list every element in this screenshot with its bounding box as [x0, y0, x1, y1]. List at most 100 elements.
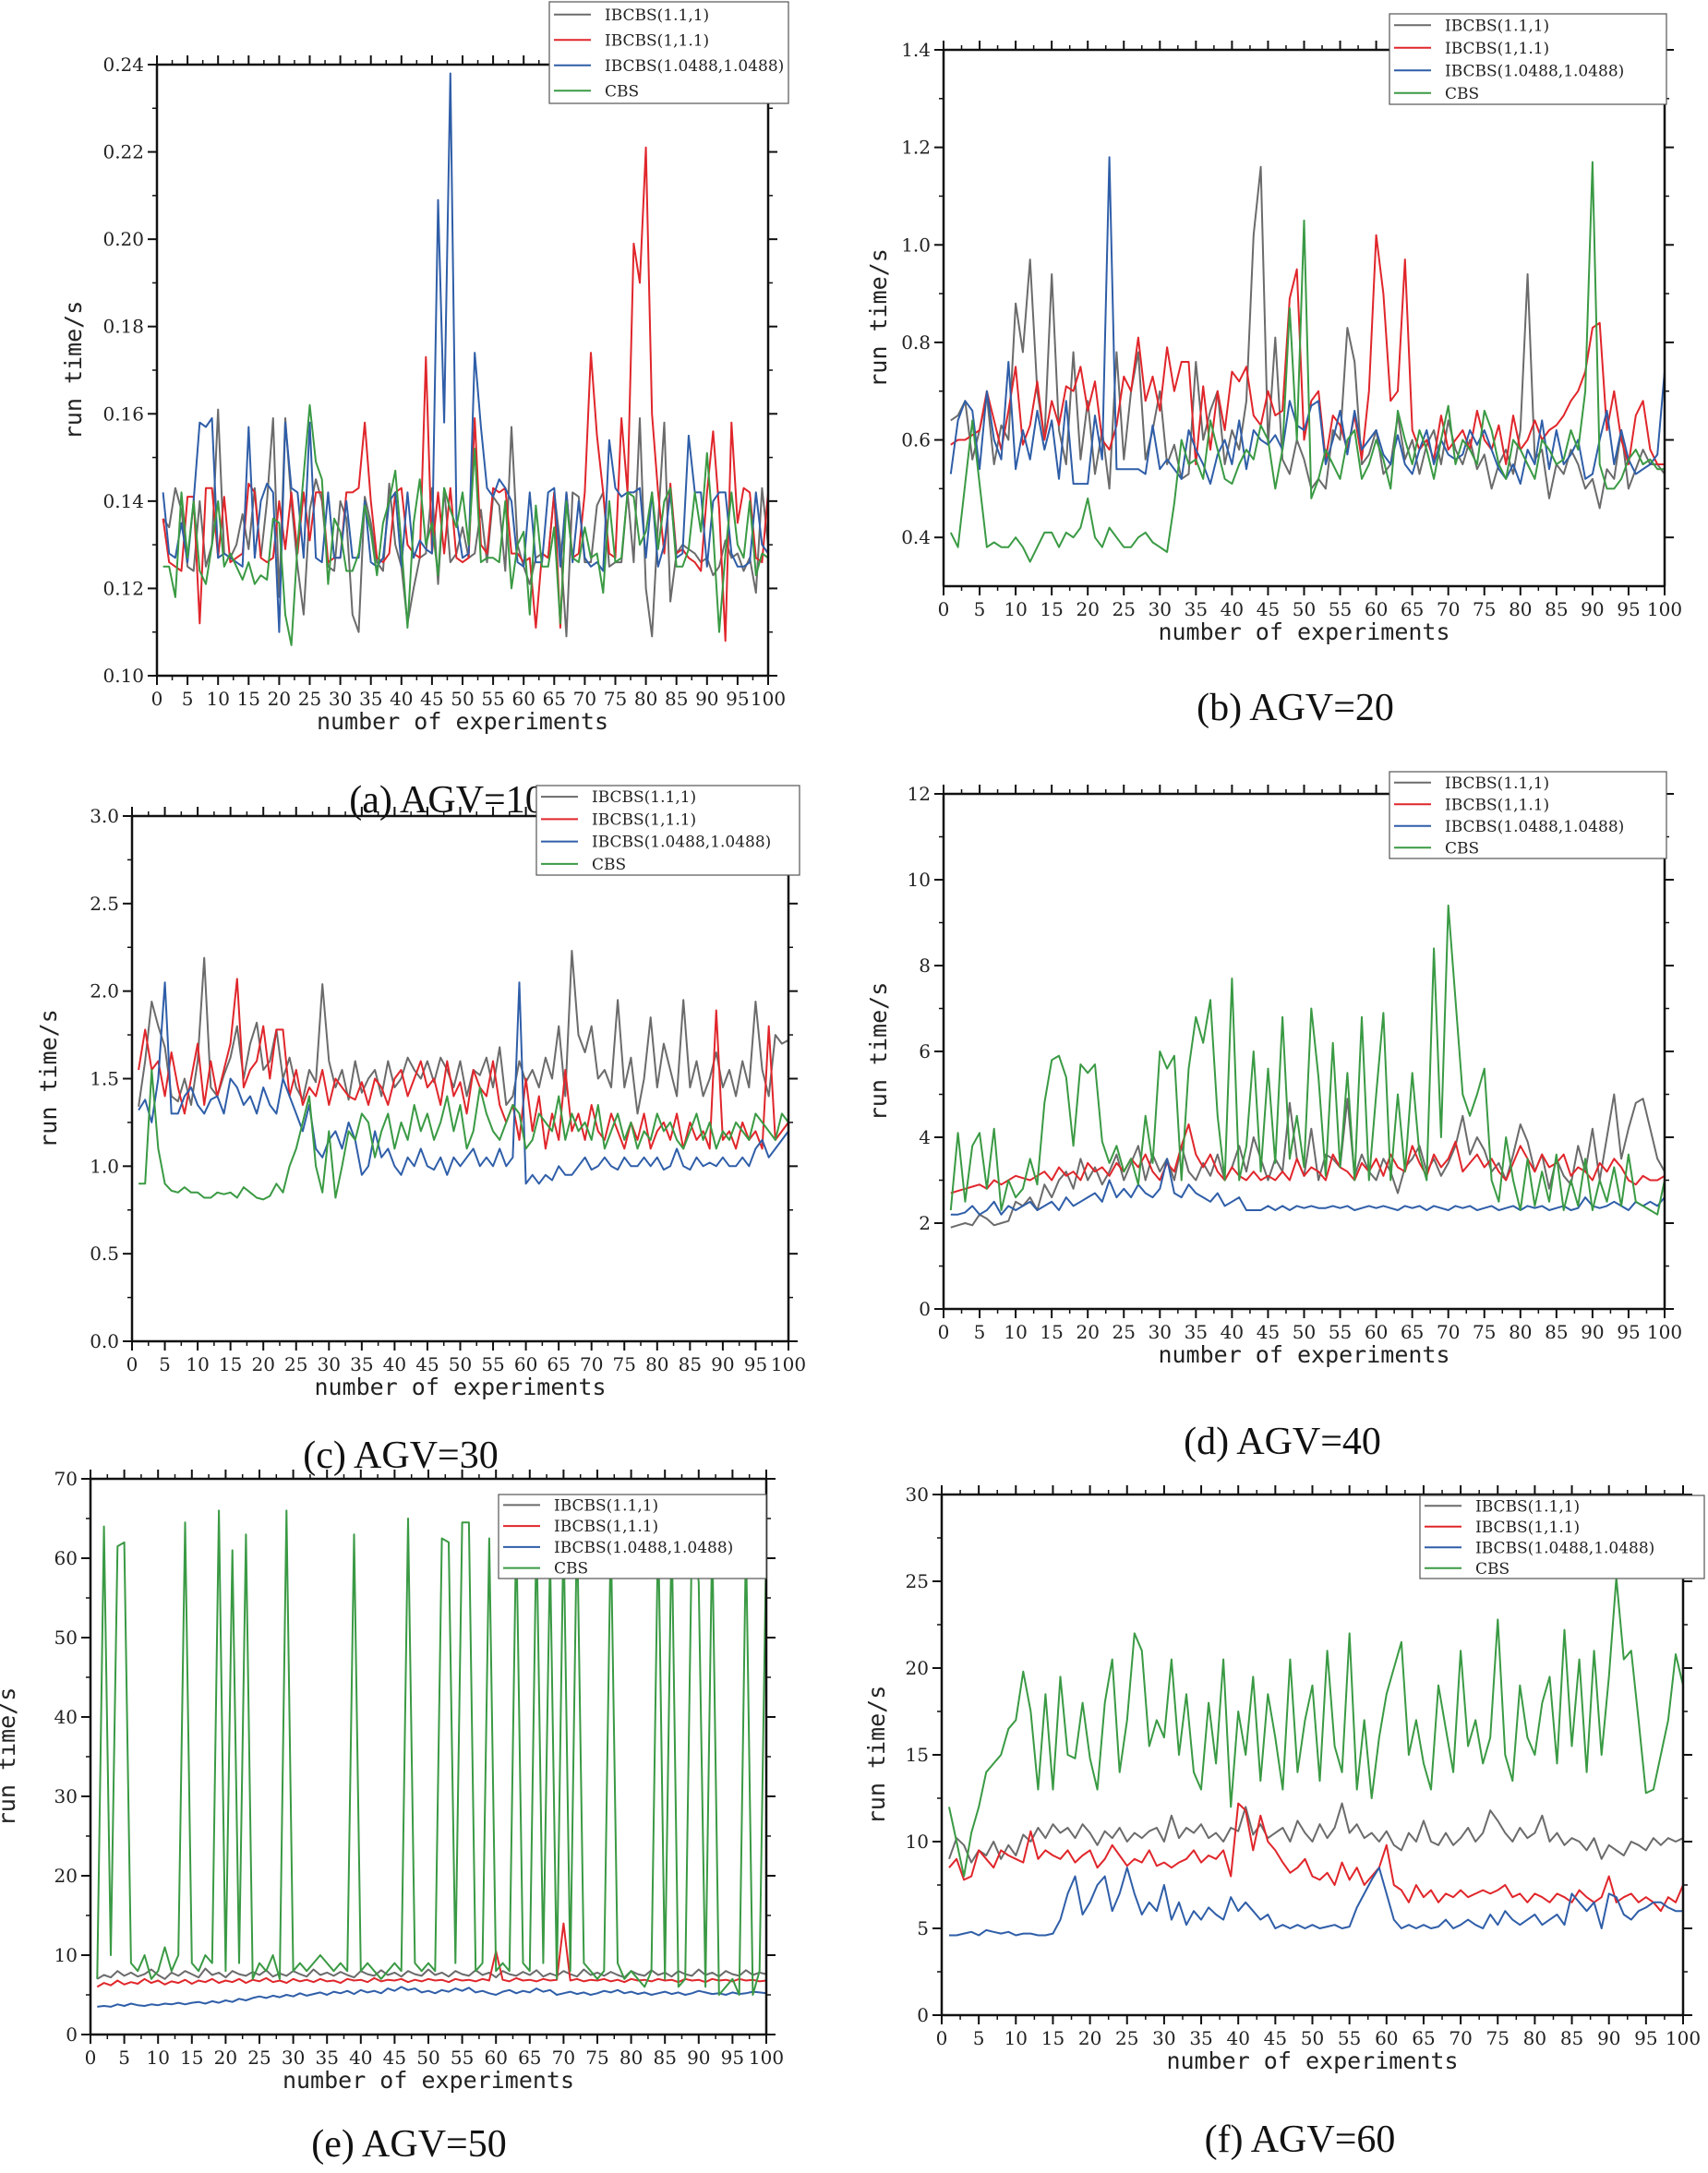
subplot-f: 0 5 10 15 20 25 30 35 40 45 50 55 60 65 70 75 80 85 90 95 10… — [863, 1483, 1705, 2161]
x-tick-label: 90 — [695, 688, 718, 710]
x-tick-label: 45 — [383, 2047, 406, 2069]
x-tick-label: 5 — [974, 598, 986, 620]
series-line-ibcbs-1-0488-1-0488- — [162, 72, 769, 633]
x-tick-label: 35 — [1185, 598, 1208, 620]
y-tick-label: 0 — [917, 2004, 929, 2026]
series-line-ibcbs-1-1-1- — [948, 1802, 1684, 1864]
x-tick-label: 30 — [1149, 1321, 1172, 1343]
legend: IBCBS(1.1,1) IBCBS(1,1.1) IBCBS(1.0488,1.0… — [535, 785, 800, 876]
legend-label: CBS — [605, 82, 639, 101]
x-tick-label: 35 — [1189, 2027, 1212, 2049]
series-line-ibcbs-1-1-1- — [950, 1093, 1666, 1229]
y-tick-label: 0.10 — [102, 665, 144, 687]
x-tick-label: 85 — [679, 1353, 702, 1375]
y-tick-label: 0.20 — [102, 228, 144, 250]
legend-box — [1389, 771, 1667, 859]
legend-label: IBCBS(1.1,1) — [1475, 1497, 1580, 1516]
x-tick-label: 75 — [585, 2047, 608, 2069]
y-tick-label: 0.24 — [102, 54, 144, 76]
x-tick-label: 15 — [219, 1353, 242, 1375]
legend-label: IBCBS(1,1.1) — [592, 810, 696, 829]
x-tick-label: 100 — [1647, 1321, 1682, 1343]
y-tick-label: 8 — [919, 954, 931, 977]
series-line-cbs — [948, 1577, 1684, 1878]
y-tick-label: 0.6 — [901, 429, 931, 451]
x-tick-label: 70 — [1437, 598, 1460, 620]
x-axis-label: number of experiments — [1158, 618, 1449, 645]
x-tick-label: 45 — [1264, 2027, 1287, 2049]
x-tick-label: 100 — [749, 2047, 784, 2069]
y-tick-label: 0.16 — [102, 402, 144, 425]
x-tick-label: 25 — [1113, 1321, 1136, 1343]
x-tick-label: 55 — [451, 2047, 474, 2069]
y-tick-label: 40 — [54, 1706, 78, 1728]
legend: IBCBS(1.1,1) IBCBS(1,1.1) IBCBS(1.0488,1.0… — [498, 1494, 767, 1579]
x-tick-label: 10 — [146, 2047, 169, 2069]
x-tick-label: 50 — [449, 1353, 472, 1375]
legend-label: IBCBS(1.1,1) — [554, 1496, 658, 1515]
x-tick-label: 5 — [973, 2027, 985, 2049]
legend-label: IBCBS(1,1.1) — [1445, 40, 1549, 58]
y-axis-label: run time/s — [0, 1687, 20, 1827]
y-tick-label: 4 — [919, 1126, 931, 1148]
y-tick-label: 10 — [906, 1831, 929, 1853]
legend-label: IBCBS(1.0488,1.0488) — [605, 57, 784, 76]
x-tick-label: 15 — [237, 688, 260, 710]
x-tick-label: 75 — [604, 688, 627, 710]
legend-box — [498, 1494, 767, 1579]
x-tick-label: 55 — [481, 1353, 504, 1375]
x-tick-label: 85 — [1545, 598, 1568, 620]
x-tick-label: 45 — [1257, 1321, 1280, 1343]
y-tick-label: 10 — [54, 1944, 78, 1966]
legend-box — [548, 1, 789, 104]
legend-label: IBCBS(1.0488,1.0488) — [1445, 818, 1624, 836]
x-tick-label: 40 — [1226, 2027, 1249, 2049]
x-tick-label: 30 — [1149, 598, 1172, 620]
x-tick-label: 95 — [1617, 598, 1640, 620]
y-tick-label: 2 — [919, 1212, 931, 1234]
y-tick-label: 30 — [906, 1483, 929, 1506]
x-tick-label: 60 — [514, 1353, 537, 1375]
x-tick-label: 35 — [350, 1353, 373, 1375]
x-tick-label: 10 — [186, 1353, 209, 1375]
x-tick-label: 50 — [1293, 1321, 1316, 1343]
series-line-ibcbs-1-0488-1-0488- — [950, 1158, 1666, 1216]
subplot-a: 0 5 10 15 20 25 30 35 40 45 50 55 60 65 70 75 80 85 90 95 10… — [60, 1, 789, 822]
y-tick-label: 6 — [919, 1040, 931, 1062]
x-tick-label: 20 — [1076, 1321, 1099, 1343]
y-tick-label: 0.22 — [102, 141, 144, 163]
x-tick-label: 80 — [634, 688, 657, 710]
y-axis-label: run time/s — [35, 1009, 62, 1148]
y-tick-label: 1.0 — [901, 234, 931, 256]
subplot-caption: (b) AGV=20 — [1197, 687, 1394, 729]
x-tick-label: 10 — [206, 688, 229, 710]
y-tick-label: 0.0 — [90, 1330, 119, 1352]
series-line-cbs — [949, 904, 1666, 1216]
x-tick-label: 75 — [1486, 2027, 1510, 2049]
legend-label: IBCBS(1.1,1) — [1445, 774, 1549, 793]
legend-label: IBCBS(1.1,1) — [605, 6, 709, 25]
x-tick-label: 95 — [1617, 1321, 1640, 1343]
y-tick-label: 5 — [917, 1917, 929, 1939]
x-tick-label: 70 — [573, 688, 596, 710]
x-tick-label: 95 — [721, 2047, 744, 2069]
x-tick-label: 5 — [159, 1353, 171, 1375]
legend-label: CBS — [554, 1560, 588, 1579]
x-tick-label: 15 — [1041, 2027, 1064, 2049]
x-tick-label: 0 — [85, 2047, 97, 2069]
x-tick-label: 65 — [547, 1353, 570, 1375]
x-tick-label: 90 — [687, 2047, 710, 2069]
legend-label: CBS — [592, 856, 626, 874]
y-tick-label: 0.4 — [901, 526, 931, 548]
x-tick-label: 85 — [653, 2047, 676, 2069]
legend-label: IBCBS(1,1.1) — [554, 1518, 658, 1536]
x-tick-label: 80 — [645, 1353, 668, 1375]
y-axis-label: run time/s — [60, 301, 87, 440]
x-tick-label: 75 — [1473, 1321, 1496, 1343]
x-tick-label: 35 — [315, 2047, 338, 2069]
y-tick-label: 20 — [54, 1865, 78, 1887]
x-tick-label: 95 — [744, 1353, 767, 1375]
y-tick-label: 0 — [66, 2023, 78, 2046]
series-line-ibcbs-1-1-1- — [948, 1802, 1684, 1913]
legend-label: IBCBS(1.0488,1.0488) — [1445, 62, 1624, 80]
